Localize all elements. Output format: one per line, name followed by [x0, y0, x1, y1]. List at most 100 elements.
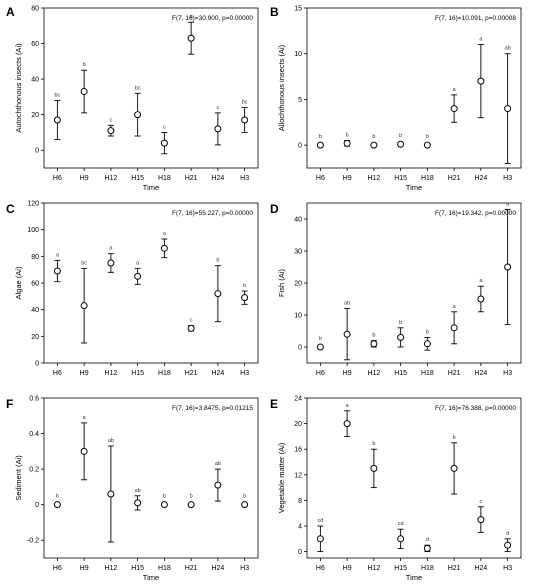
significance-letter: cd: [317, 518, 323, 524]
significance-letter: b: [426, 134, 429, 140]
data-point: [370, 141, 378, 149]
data-point: [477, 516, 485, 524]
x-tick-label: H18: [421, 175, 434, 182]
y-tick-label: 80: [31, 6, 39, 13]
stats-annotation: F(7, 16)=76.388, p=0.00000: [435, 405, 516, 412]
x-tick-label: H3: [240, 370, 249, 377]
y-tick-label: 120: [27, 201, 39, 208]
data-point: [450, 105, 458, 113]
significance-letter: cd: [398, 521, 404, 527]
x-tick-label: H12: [104, 175, 117, 182]
data-point: [214, 125, 222, 133]
data-point: [160, 244, 168, 252]
y-tick-label: 0.6: [29, 396, 39, 403]
significance-letter: a: [479, 37, 483, 43]
x-tick-label: H3: [503, 175, 512, 182]
x-tick-label: H6: [53, 565, 62, 572]
y-tick-label: 0: [35, 502, 39, 509]
y-axis-label: Algae (Ai): [14, 266, 23, 299]
x-tick-label: H9: [80, 565, 89, 572]
x-tick-label: H24: [211, 175, 224, 182]
panel-label: F: [6, 397, 13, 411]
significance-letter: b: [399, 320, 402, 326]
x-tick-label: H24: [474, 175, 487, 182]
x-tick-label: H3: [503, 565, 512, 572]
significance-letter: b: [243, 494, 246, 500]
x-tick-label: H12: [367, 175, 380, 182]
data-point: [504, 541, 512, 549]
y-tick-label: 0: [35, 361, 39, 368]
stats-annotation: F(7, 16)=30.900, p=0.00000: [172, 15, 253, 22]
x-axis-label: Time: [143, 183, 159, 192]
y-tick-label: 15: [294, 6, 302, 13]
y-tick-label: 20: [31, 112, 39, 119]
data-point: [397, 333, 405, 341]
significance-letter: b: [190, 494, 193, 500]
data-point: [477, 77, 485, 85]
y-tick-label: 40: [31, 307, 39, 314]
data-point: [241, 116, 249, 124]
significance-letter: bc: [81, 260, 87, 266]
significance-letter: b: [453, 435, 456, 441]
y-tick-label: 0: [298, 549, 302, 556]
significance-letter: d: [426, 537, 429, 543]
data-point: [316, 343, 324, 351]
data-point: [134, 111, 142, 119]
y-tick-label: 60: [31, 281, 39, 288]
data-point: [107, 127, 115, 135]
y-tick-label: 30: [294, 249, 302, 256]
y-tick-label: 20: [294, 421, 302, 428]
y-axis-label: Allochthonous insects (Ai): [277, 44, 286, 131]
data-point: [397, 535, 405, 543]
significance-letter: a: [56, 252, 60, 258]
panel-b: B 0 5 10 15 H6 H9 H12 H15 H18 H21 H24 H3 Time Allochth…: [270, 5, 522, 192]
x-tick-label: H12: [104, 565, 117, 572]
significance-letter: c: [480, 499, 483, 505]
data-point: [107, 259, 115, 267]
significance-letter: b: [319, 134, 322, 140]
data-point: [134, 272, 142, 280]
data-point: [241, 501, 249, 509]
x-tick-label: H6: [316, 175, 325, 182]
panel-e: E 0 4 8 12 16 20 24 H6 H9 H12 H15 H18 H21 H24 H3 Time Veg…: [270, 396, 522, 582]
data-point: [450, 464, 458, 472]
y-tick-label: 10: [294, 51, 302, 58]
y-tick-label: 40: [294, 217, 302, 224]
data-point: [80, 447, 88, 455]
data-point: [160, 501, 168, 509]
data-point: [477, 295, 485, 303]
x-tick-label: H18: [158, 175, 171, 182]
significance-letter: bc: [135, 85, 141, 91]
data-point: [343, 330, 351, 338]
x-tick-label: H9: [80, 175, 89, 182]
x-tick-label: H21: [185, 175, 198, 182]
x-tick-label: H9: [343, 565, 352, 572]
y-tick-label: 0: [298, 345, 302, 352]
data-point: [450, 324, 458, 332]
significance-letter: c: [110, 117, 113, 123]
y-tick-label: 40: [31, 77, 39, 84]
y-tick-label: 20: [31, 334, 39, 341]
data-point: [423, 544, 431, 552]
data-point: [397, 140, 405, 148]
significance-letter: b: [216, 258, 219, 264]
x-tick-label: H18: [421, 565, 434, 572]
data-point: [370, 464, 378, 472]
y-axis-label: Vegetable matter (Ai): [277, 442, 286, 513]
data-point: [370, 340, 378, 348]
x-tick-label: H9: [343, 175, 352, 182]
panel-label: C: [6, 202, 15, 216]
data-point: [80, 88, 88, 96]
data-point: [187, 501, 195, 509]
stats-annotation: F(7, 16)=10.091, p=0.00008: [435, 15, 516, 22]
x-tick-label: H24: [211, 370, 224, 377]
data-point: [134, 499, 142, 507]
panel-a: A 0 20 40 60 80 H6 H9 H12 H15 H18 H21 H24 H3 Time Autoc…: [6, 5, 259, 192]
significance-letter: b: [163, 494, 166, 500]
x-tick-label: H24: [474, 370, 487, 377]
data-point: [214, 481, 222, 489]
y-tick-label: 80: [31, 254, 39, 261]
significance-letter: c: [190, 317, 193, 323]
x-tick-label: H15: [394, 565, 407, 572]
panel-label: A: [6, 5, 15, 19]
